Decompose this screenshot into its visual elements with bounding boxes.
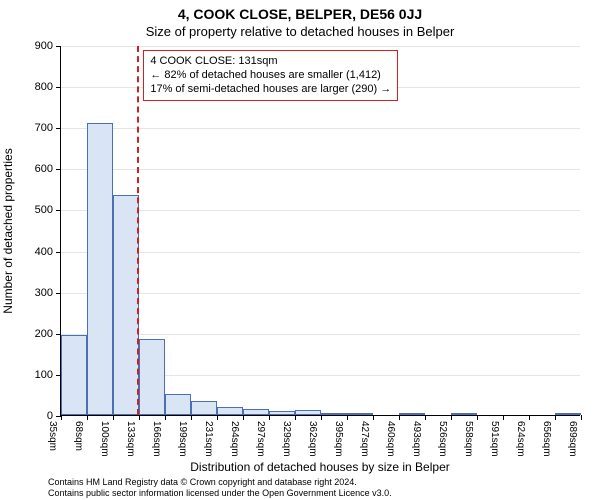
attribution-footer: Contains HM Land Registry data © Crown c… [48,477,392,498]
xtick-mark [399,415,400,420]
xtick-mark [529,415,530,420]
xtick-mark [477,415,478,420]
ytick-label: 100 [35,369,61,381]
xtick-mark [87,415,88,420]
histogram-bar [295,410,321,415]
xtick-mark [425,415,426,420]
histogram-bar [269,411,295,415]
page-title: 4, COOK CLOSE, BELPER, DE56 0JJ [0,6,600,22]
xtick-label: 558sqm [463,421,474,457]
ytick-label: 900 [35,40,61,52]
xtick-mark [165,415,166,420]
y-axis-label: Number of detached properties [1,148,15,313]
xtick-label: 297sqm [255,421,266,457]
annotation-line-1: 4 COOK CLOSE: 131sqm [150,55,391,69]
xtick-mark [139,415,140,420]
xtick-label: 526sqm [437,421,448,457]
chart-plot-area: 010020030040050060070080090035sqm68sqm10… [60,46,580,416]
xtick-label: 329sqm [281,421,292,457]
xtick-label: 199sqm [177,421,188,457]
xtick-mark [243,415,244,420]
xtick-label: 460sqm [385,421,396,457]
xtick-mark [503,415,504,420]
histogram-bar [399,413,425,415]
histogram-bar [61,335,87,415]
histogram-bar [87,123,113,415]
xtick-label: 591sqm [489,421,500,457]
histogram-bar [113,195,139,415]
xtick-label: 68sqm [73,421,84,451]
xtick-label: 166sqm [151,421,162,457]
xtick-label: 133sqm [125,421,136,457]
xtick-mark [347,415,348,420]
ytick-label: 200 [35,328,61,340]
xtick-mark [113,415,114,420]
xtick-label: 689sqm [567,421,578,457]
ytick-label: 500 [35,204,61,216]
histogram-bar [451,413,477,415]
xtick-label: 624sqm [515,421,526,457]
xtick-label: 427sqm [359,421,370,457]
xtick-mark [555,415,556,420]
annotation-box: 4 COOK CLOSE: 131sqm← 82% of detached ho… [143,50,398,101]
ytick-label: 400 [35,246,61,258]
xtick-mark [581,415,582,420]
xtick-mark [217,415,218,420]
xtick-mark [321,415,322,420]
xtick-mark [61,415,62,420]
histogram-bar [217,407,243,415]
xtick-label: 395sqm [333,421,344,457]
annotation-line-3: 17% of semi-detached houses are larger (… [150,83,391,97]
histogram-bar [165,394,191,415]
xtick-label: 231sqm [203,421,214,457]
histogram-bar [555,413,581,415]
ytick-label: 800 [35,81,61,93]
histogram-bar [139,339,165,415]
xtick-label: 493sqm [411,421,422,457]
xtick-label: 35sqm [47,421,58,451]
histogram-bar [347,413,373,415]
xtick-mark [269,415,270,420]
histogram-bar [243,409,269,415]
annotation-line-2: ← 82% of detached houses are smaller (1,… [150,69,391,83]
xtick-mark [191,415,192,420]
xtick-label: 362sqm [307,421,318,457]
histogram-bar [321,413,347,415]
xtick-mark [373,415,374,420]
footer-line-2: Contains public sector information licen… [48,488,392,498]
chart-subtitle: Size of property relative to detached ho… [0,24,600,39]
reference-line [137,46,139,415]
xtick-label: 100sqm [99,421,110,457]
ytick-label: 300 [35,287,61,299]
footer-line-1: Contains HM Land Registry data © Crown c… [48,477,392,487]
x-axis-label: Distribution of detached houses by size … [60,460,580,474]
xtick-mark [451,415,452,420]
histogram-bar [191,401,217,415]
xtick-label: 656sqm [541,421,552,457]
ytick-label: 600 [35,163,61,175]
xtick-label: 264sqm [229,421,240,457]
ytick-label: 700 [35,122,61,134]
xtick-mark [295,415,296,420]
